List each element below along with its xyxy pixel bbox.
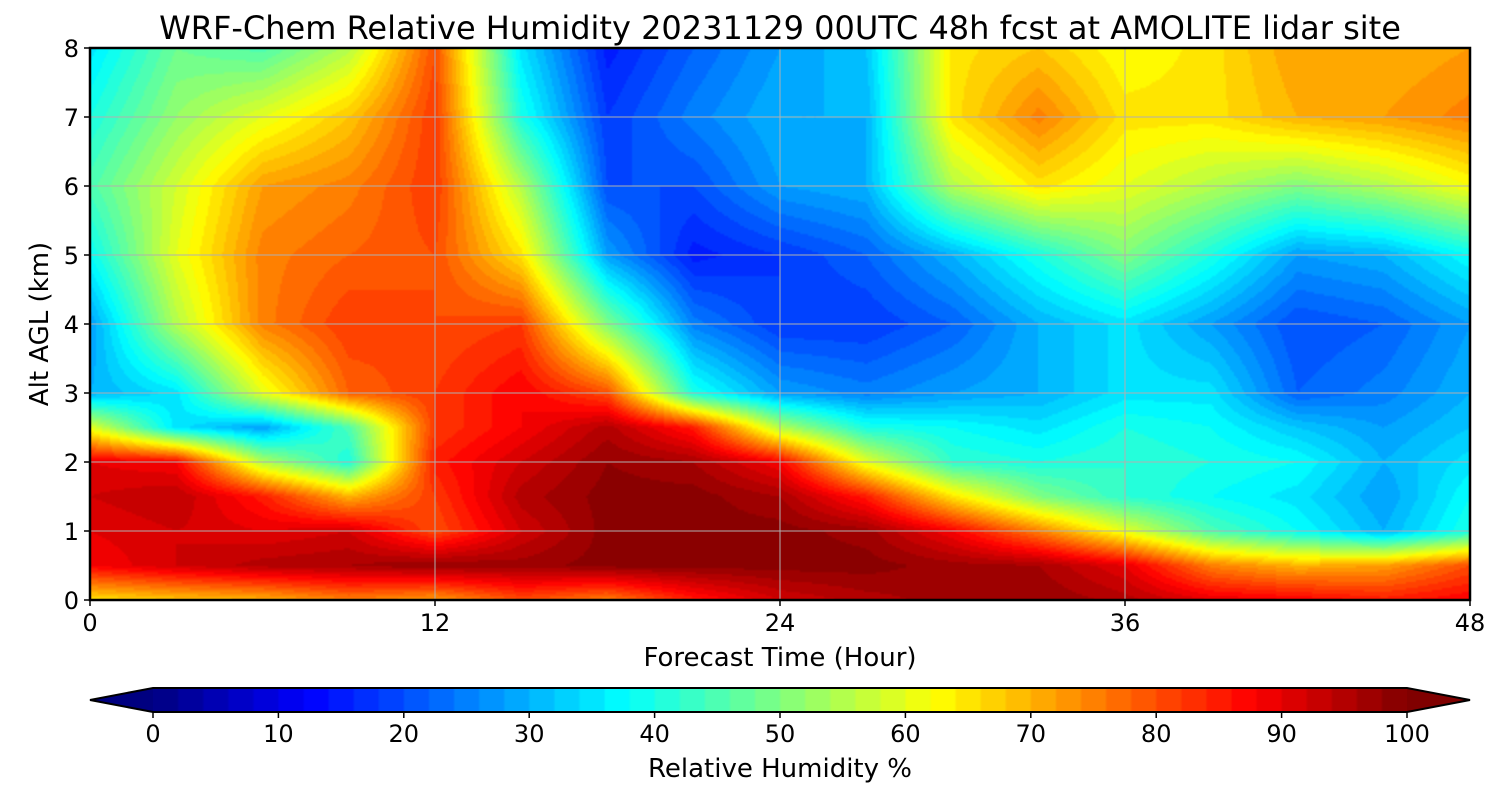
colorbar-gradient [153, 688, 1407, 712]
y-axis-label: Alt AGL (km) [25, 242, 55, 406]
colorbar-tick-label: 90 [1266, 720, 1297, 748]
y-tick-label: 7 [64, 104, 79, 132]
y-tick-label: 6 [64, 173, 79, 201]
colorbar-tick-label: 10 [263, 720, 294, 748]
colorbar-tick-label: 40 [639, 720, 670, 748]
colorbar-tick-label: 70 [1016, 720, 1047, 748]
chart-title: WRF-Chem Relative Humidity 20231129 00UT… [159, 9, 1401, 47]
colorbar-tick-label: 100 [1384, 720, 1430, 748]
colorbar-tick-label: 60 [890, 720, 921, 748]
colorbar-tick-label: 50 [765, 720, 796, 748]
colorbar-label: Relative Humidity % [648, 754, 912, 784]
y-tick-label: 1 [64, 518, 79, 546]
x-axis-ticks: 0 12 24 36 48 [82, 600, 1485, 637]
plot-area [88, 46, 1472, 602]
x-tick-label: 12 [420, 609, 451, 637]
colorbar-extend-low [90, 688, 153, 712]
colorbar-tick-label: 20 [389, 720, 420, 748]
colorbar-ticks: 0 10 20 30 40 50 60 70 80 90 100 [145, 712, 1430, 748]
x-tick-label: 48 [1455, 609, 1486, 637]
x-tick-label: 36 [1110, 609, 1141, 637]
grid-lines [90, 48, 1470, 600]
x-tick-label: 0 [82, 609, 97, 637]
colorbar: 0 10 20 30 40 50 60 70 80 90 100 [89, 687, 1471, 748]
x-tick-label: 24 [765, 609, 796, 637]
y-tick-label: 0 [64, 587, 79, 615]
colorbar-extend-high [1407, 688, 1470, 712]
x-axis-label: Forecast Time (Hour) [643, 643, 916, 673]
y-tick-label: 8 [64, 35, 79, 63]
y-tick-label: 3 [64, 380, 79, 408]
colorbar-tick-label: 30 [514, 720, 545, 748]
y-axis-ticks: 0 1 2 3 4 5 6 7 8 [64, 35, 90, 615]
y-tick-label: 2 [64, 449, 79, 477]
y-tick-label: 4 [64, 311, 79, 339]
colorbar-tick-label: 80 [1141, 720, 1172, 748]
colorbar-tick-label: 0 [145, 720, 160, 748]
y-tick-label: 5 [64, 242, 79, 270]
